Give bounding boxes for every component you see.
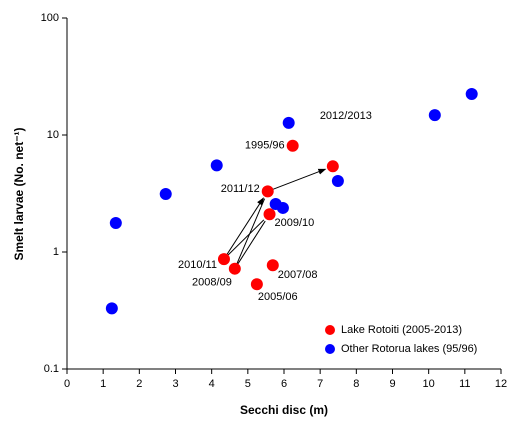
x-tick-label: 12	[495, 378, 507, 390]
point-label: 2009/10	[275, 217, 315, 229]
y-tick-label: 0.1	[44, 363, 59, 375]
x-tick-label: 4	[209, 378, 215, 390]
point	[228, 262, 241, 275]
legend-marker	[325, 344, 335, 354]
x-tick-label: 11	[459, 378, 470, 390]
y-axis-label: Smelt larvae (No. net⁻¹)	[12, 127, 26, 260]
point-label: 1995/96	[245, 140, 285, 152]
point-label: 2010/11	[178, 259, 217, 271]
point	[428, 109, 441, 122]
x-tick-label: 0	[64, 378, 70, 390]
point	[159, 188, 172, 201]
point	[282, 116, 295, 129]
arrow	[223, 219, 265, 260]
point-label: 2005/06	[258, 291, 298, 303]
arrow	[267, 168, 327, 192]
point	[263, 208, 276, 221]
point	[266, 259, 279, 272]
point	[326, 160, 339, 173]
x-tick-label: 6	[281, 378, 287, 390]
x-tick-label: 2	[136, 378, 142, 390]
point-label: 2007/08	[278, 269, 318, 281]
legend-label: Lake Rotoiti (2005-2013)	[341, 324, 462, 336]
x-tick-label: 9	[389, 378, 395, 390]
point	[331, 175, 344, 188]
point	[210, 159, 223, 172]
legend-label: Other Rotorua lakes (95/96)	[341, 343, 477, 355]
y-tick-label: 100	[41, 12, 59, 24]
x-tick-label: 8	[353, 378, 359, 390]
point	[276, 201, 289, 214]
x-axis-label: Secchi disc (m)	[240, 403, 328, 417]
x-tick-label: 3	[172, 378, 178, 390]
point	[261, 185, 274, 198]
point	[250, 278, 263, 291]
point-label: 2008/09	[192, 277, 232, 289]
point	[105, 302, 118, 315]
point	[286, 139, 299, 152]
x-tick-label: 7	[317, 378, 323, 390]
x-tick-label: 1	[100, 378, 106, 390]
arrow	[223, 197, 264, 260]
x-tick-label: 10	[423, 378, 435, 390]
x-tick-label: 5	[245, 378, 251, 390]
legend-marker	[325, 325, 335, 335]
arrow	[234, 220, 266, 269]
point	[465, 88, 478, 101]
y-tick-label: 1	[53, 246, 59, 258]
point-label: 2012/2013	[320, 110, 372, 122]
arrow	[234, 198, 266, 269]
point-label: 2011/12	[221, 183, 260, 195]
point	[109, 216, 122, 229]
y-tick-label: 10	[47, 129, 59, 141]
point	[217, 253, 230, 266]
